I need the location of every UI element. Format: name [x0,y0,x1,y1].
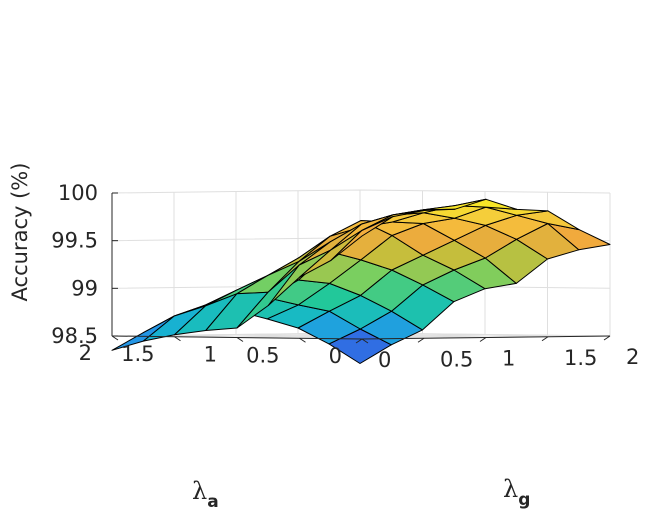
x-axis-label: λa [192,477,219,512]
x-tick-label: 2 [79,341,92,365]
surface [111,198,611,364]
y-axis-label: λg [503,475,530,510]
x-tick-mark [111,335,119,341]
y-tick-mark [603,335,611,341]
y-axis-label-subscript: g [518,490,530,510]
y-tick-label: 2 [626,345,639,369]
z-tick-label: 100 [58,181,98,205]
y-tick-mark [479,337,487,342]
y-tick-label: 1 [502,347,515,371]
y-tick-mark [541,336,549,342]
z-tick-label: 99 [71,276,98,300]
z-tick-label: 99.5 [51,229,98,253]
surface-patch [330,216,394,261]
y-tick-mark [417,337,425,343]
y-tick-label: 1.5 [564,346,597,370]
x-tick-label: 1 [204,343,217,367]
x-tick-mark [174,336,181,342]
x-axis-label-symbol: λ [192,477,207,505]
y-tick-label: 0.5 [440,347,473,371]
y-tick-mark [355,338,363,344]
x-tick-mark [236,337,244,342]
z-tick-label: 98.5 [51,324,98,348]
axes [111,192,611,344]
grid-line [111,189,611,194]
y-axis-label-symbol: λ [503,475,518,503]
z-axis-label: Accuracy (%) [8,163,32,302]
x-tick-label: 1.5 [121,342,154,366]
x-tick-label: 0.5 [246,343,279,367]
x-tick-label: 0 [329,344,342,368]
x-axis-label-subscript: a [207,492,218,512]
y-tick-label: 0 [378,348,391,372]
x-tick-mark [361,338,369,344]
x-tick-mark [299,337,306,343]
